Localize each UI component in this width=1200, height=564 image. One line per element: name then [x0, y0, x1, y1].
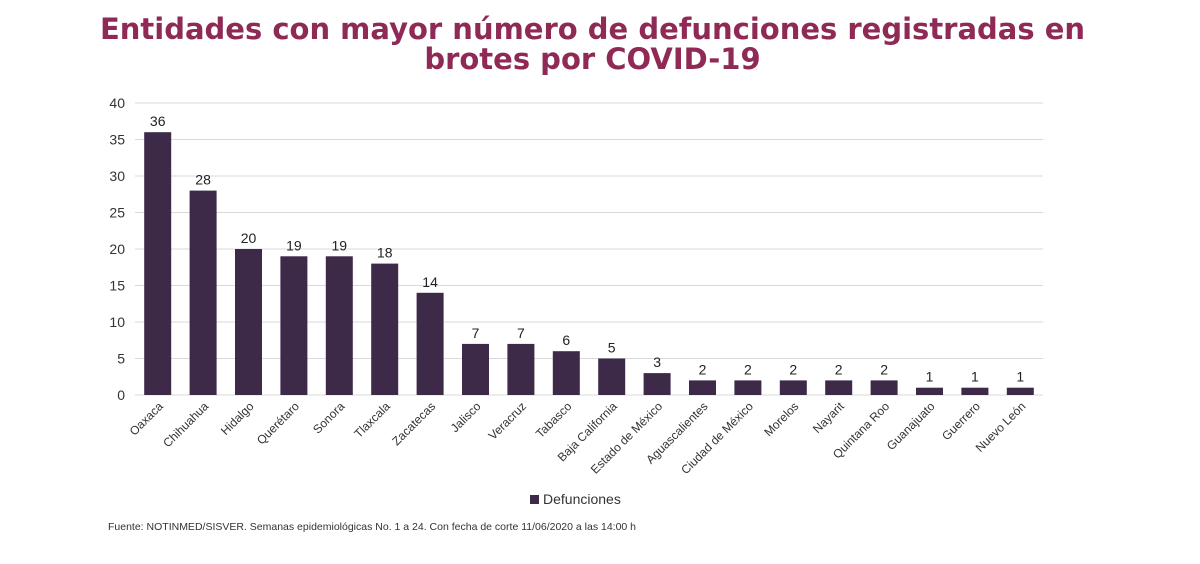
legend: Defunciones [530, 491, 621, 507]
category-label: Guerrero [939, 399, 983, 443]
bar [462, 343, 489, 395]
legend-label: Defunciones [543, 491, 621, 507]
data-label: 1 [971, 369, 979, 385]
category-label: Oaxaca [127, 399, 166, 438]
data-label: 2 [880, 361, 888, 377]
y-axis-ticks: 0 5 10 15 20 25 30 35 40 [109, 95, 125, 403]
category-label: Sonora [310, 399, 347, 436]
y-tick-label: 10 [109, 314, 125, 330]
data-label: 3 [653, 354, 661, 370]
category-label: Hidalgo [218, 399, 257, 438]
bar [598, 358, 626, 395]
legend-swatch [530, 494, 539, 504]
bar [961, 387, 989, 395]
category-label: Querétaro [254, 399, 302, 447]
y-tick-label: 25 [109, 205, 125, 221]
bar [734, 380, 762, 395]
bar [643, 373, 671, 395]
data-label: 1 [926, 369, 934, 385]
data-label: 6 [562, 332, 570, 348]
y-tick-label: 35 [109, 132, 125, 148]
category-label: Morelos [761, 399, 801, 439]
bar [916, 387, 943, 395]
data-label: 2 [744, 361, 752, 377]
data-label: 7 [517, 325, 525, 341]
data-label: 20 [241, 230, 257, 246]
data-label: 14 [422, 274, 438, 290]
bar [371, 263, 399, 395]
data-label: 28 [195, 172, 211, 188]
y-tick-label: 30 [109, 168, 125, 184]
y-tick-label: 0 [117, 387, 125, 403]
bars [144, 132, 1034, 395]
data-label: 7 [472, 325, 480, 341]
category-label: Jalisco [448, 399, 484, 435]
grid-lines [135, 102, 1043, 396]
y-tick-label: 5 [117, 351, 125, 367]
bar [144, 132, 172, 395]
y-tick-label: 40 [109, 95, 125, 111]
bar [689, 380, 716, 395]
category-label: Tlaxcala [351, 399, 393, 441]
bar [416, 292, 444, 395]
data-label: 18 [377, 245, 393, 261]
chart-title-line-2: brotes por COVID-19 [424, 42, 761, 76]
data-label: 2 [789, 361, 797, 377]
bar [825, 380, 853, 395]
category-label: Nayarit [810, 399, 847, 436]
data-label: 2 [699, 361, 707, 377]
data-label: 5 [608, 340, 616, 356]
bar [235, 249, 262, 395]
category-label: Tabasco [533, 399, 575, 441]
bar [325, 256, 353, 395]
category-label: Zacatecas [389, 399, 438, 448]
chart-title-line-1: Entidades con mayor número de defuncione… [99, 12, 1086, 46]
y-tick-label: 20 [109, 241, 125, 257]
data-label: 19 [286, 237, 302, 253]
bar [870, 380, 898, 395]
bar [280, 256, 308, 395]
category-label: Guanajuato [884, 399, 938, 453]
bar [552, 351, 580, 395]
source-note: Fuente: NOTINMED/SISVER. Semanas epidemi… [108, 521, 637, 533]
chart-title: Entidades con mayor número de defuncione… [0, 14, 1185, 74]
y-tick-label: 15 [109, 278, 125, 294]
bar [779, 380, 807, 395]
data-label: 36 [150, 113, 166, 129]
bar [507, 343, 535, 395]
bar [1006, 387, 1034, 395]
category-label: Veracruz [486, 399, 529, 442]
data-label: 2 [835, 361, 843, 377]
data-label: 1 [1016, 369, 1024, 385]
data-labels: 36 28 20 19 19 18 14 7 7 6 5 3 2 2 2 2 2 1 1 1 [150, 113, 1024, 385]
category-label: Chihuahua [160, 399, 211, 450]
data-label: 19 [332, 237, 348, 253]
bar [189, 190, 217, 395]
